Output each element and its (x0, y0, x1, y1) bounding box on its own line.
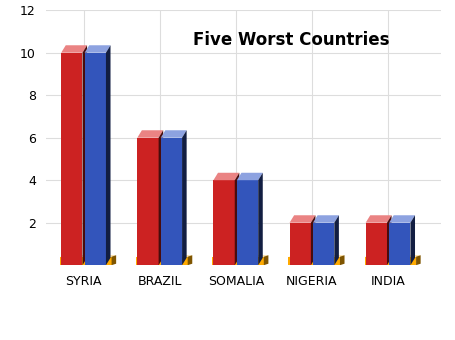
Polygon shape (159, 130, 163, 265)
Polygon shape (288, 255, 344, 257)
Polygon shape (61, 53, 82, 265)
Polygon shape (416, 255, 420, 265)
Polygon shape (111, 255, 116, 265)
Polygon shape (237, 180, 258, 265)
Polygon shape (366, 215, 392, 223)
Polygon shape (136, 257, 188, 265)
Polygon shape (237, 173, 263, 180)
Polygon shape (313, 223, 334, 265)
Polygon shape (213, 180, 235, 265)
Polygon shape (364, 257, 416, 265)
Polygon shape (389, 215, 415, 223)
Polygon shape (387, 215, 392, 265)
Polygon shape (85, 45, 111, 53)
Polygon shape (85, 53, 106, 265)
Polygon shape (188, 255, 192, 265)
Polygon shape (60, 255, 116, 257)
Polygon shape (213, 173, 239, 180)
Polygon shape (366, 223, 387, 265)
Polygon shape (289, 223, 311, 265)
Polygon shape (212, 257, 264, 265)
Polygon shape (289, 215, 315, 223)
Polygon shape (410, 215, 415, 265)
Polygon shape (82, 45, 87, 265)
Polygon shape (182, 130, 187, 265)
Polygon shape (258, 173, 263, 265)
Polygon shape (60, 257, 111, 265)
Polygon shape (389, 223, 410, 265)
Polygon shape (364, 255, 420, 257)
Polygon shape (212, 255, 268, 257)
Polygon shape (161, 138, 182, 265)
Polygon shape (235, 173, 239, 265)
Polygon shape (161, 130, 187, 138)
Polygon shape (311, 215, 315, 265)
Polygon shape (61, 45, 87, 53)
Polygon shape (137, 138, 159, 265)
Polygon shape (288, 257, 340, 265)
Polygon shape (340, 255, 344, 265)
Polygon shape (137, 130, 163, 138)
Polygon shape (106, 45, 111, 265)
Polygon shape (136, 255, 192, 257)
Text: Five Worst Countries: Five Worst Countries (192, 31, 389, 49)
Polygon shape (334, 215, 339, 265)
Polygon shape (313, 215, 339, 223)
Polygon shape (264, 255, 268, 265)
